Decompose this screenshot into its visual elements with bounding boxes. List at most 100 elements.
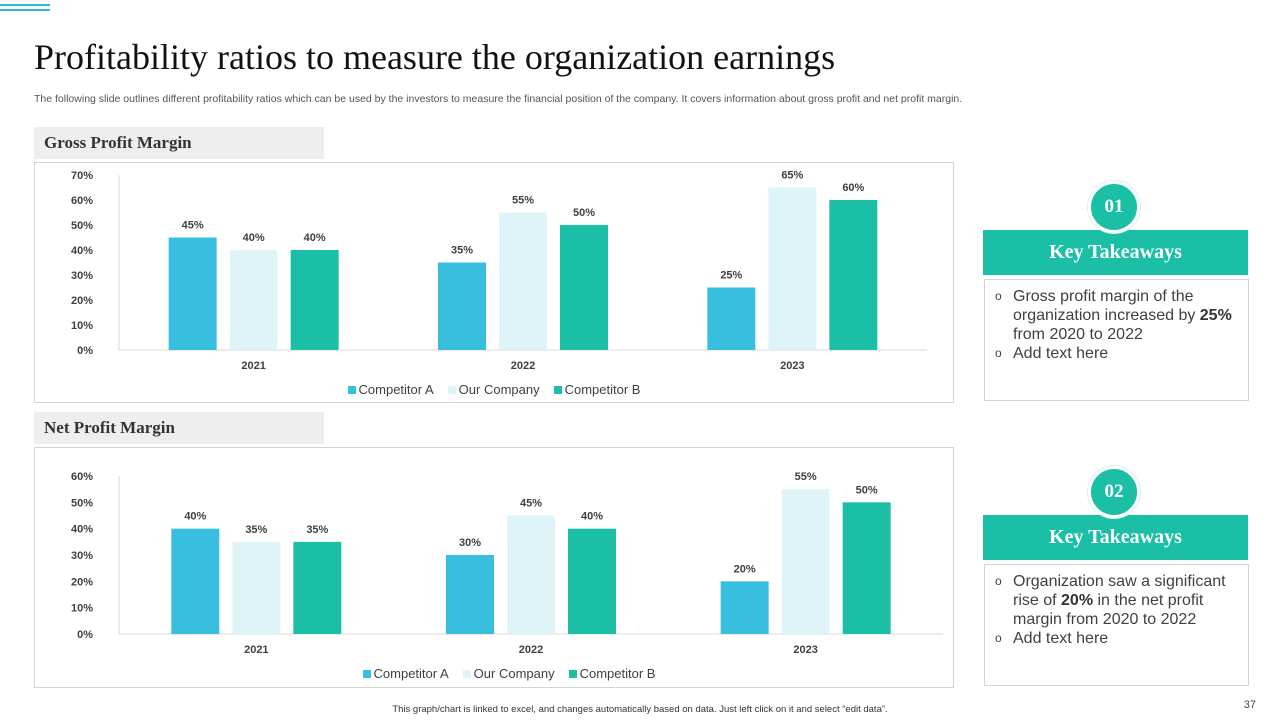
page-number: 37	[1243, 699, 1256, 711]
data-label: 60%	[842, 182, 864, 194]
bar-competitor-a	[446, 555, 494, 634]
takeaway-highlight: 25%	[1199, 307, 1232, 324]
legend-swatch-our-company	[462, 669, 471, 678]
data-label: 40%	[184, 511, 206, 523]
legend-swatch-competitor-b	[553, 385, 562, 394]
takeaway-placeholder-text[interactable]: Add text here	[1013, 345, 1109, 362]
key-takeaways-banner: Key Takeaways	[983, 515, 1248, 560]
page-subtitle: The following slide outlines different p…	[34, 93, 963, 105]
takeaway-bullet-item: o Organization saw a significant rise of…	[995, 572, 1234, 629]
net-profit-legend: Competitor A Our Company Competitor B	[50, 666, 968, 681]
legend-item-our-company: Our Company	[462, 666, 555, 681]
y-tick-label: 30%	[71, 270, 93, 282]
legend-label: Our Company	[458, 382, 540, 397]
decorative-top-lines	[0, 4, 50, 14]
data-label: 65%	[781, 170, 803, 182]
data-label: 45%	[182, 220, 204, 232]
data-label: 45%	[520, 498, 542, 510]
data-label: 40%	[304, 232, 326, 244]
takeaway-text-part: Gross profit margin of the organization …	[1013, 288, 1200, 324]
y-tick-label: 40%	[71, 524, 93, 536]
y-tick-label: 30%	[71, 550, 93, 562]
net-profit-chart[interactable]: 0% 10% 20% 30% 40% 50% 60% 40% 35% 35% 2021 30% 45% 4…	[34, 447, 954, 688]
data-label: 35%	[451, 245, 473, 257]
legend-item-competitor-b: Competitor B	[568, 666, 656, 681]
data-label: 40%	[243, 232, 265, 244]
takeaway-text-part: in the net profit margin from 2020 to 20…	[1013, 592, 1204, 628]
x-category-label: 2022	[519, 644, 543, 656]
bar-our-company	[781, 489, 830, 634]
x-category-label: 2021	[241, 360, 265, 372]
net-profit-chart-svg: 0% 10% 20% 30% 40% 50% 60% 40% 35% 35% 2021 30% 45% 4…	[71, 471, 943, 656]
gross-profit-chart-svg: 0% 10% 20% 30% 40% 50% 60% 70% 45% 40% 40% 2021 35% 5…	[71, 170, 927, 372]
bar-competitor-a	[168, 237, 217, 350]
takeaway-text-part: from 2020 to 2022	[1013, 326, 1143, 343]
data-label: 35%	[306, 524, 328, 536]
takeaway-bullet-item: o Gross profit margin of the organizatio…	[995, 287, 1234, 344]
legend-swatch-our-company	[447, 385, 456, 394]
y-tick-label: 50%	[71, 220, 93, 232]
takeaway-number-badge: 01	[1088, 181, 1140, 233]
legend-item-competitor-a: Competitor A	[362, 666, 449, 681]
page-title: Profitability ratios to measure the orga…	[34, 37, 836, 77]
legend-label: Competitor B	[579, 666, 656, 681]
data-label: 30%	[459, 537, 481, 549]
bar-competitor-a	[171, 528, 220, 634]
legend-label: Competitor A	[358, 382, 434, 397]
legend-item-our-company: Our Company	[447, 382, 540, 397]
takeaway-bullet-item: o Add text here	[995, 344, 1234, 363]
y-tick-label: 10%	[71, 320, 93, 332]
y-tick-label: 20%	[71, 295, 93, 307]
bullet-icon: o	[995, 346, 1002, 360]
bar-competitor-b	[829, 200, 878, 350]
x-category-label: 2023	[793, 644, 817, 656]
x-category-label: 2023	[780, 360, 804, 372]
key-takeaways-banner: Key Takeaways	[983, 230, 1248, 275]
gross-profit-chart[interactable]: 0% 10% 20% 30% 40% 50% 60% 70% 45% 40% 40% 2021 35% 5…	[34, 162, 954, 403]
data-label: 55%	[512, 195, 534, 207]
takeaway-text: Gross profit margin of the organization …	[1013, 287, 1234, 344]
y-tick-label: 70%	[71, 170, 93, 182]
bar-competitor-b	[560, 225, 608, 350]
bar-our-company	[229, 250, 278, 350]
legend-label: Competitor B	[564, 382, 641, 397]
takeaway-text-part: Organization saw a significant rise of	[1013, 573, 1226, 609]
legend-label: Competitor A	[373, 666, 449, 681]
legend-label: Our Company	[473, 666, 555, 681]
legend-item-competitor-b: Competitor B	[553, 382, 641, 397]
y-tick-label: 20%	[71, 576, 93, 588]
bar-our-company	[507, 515, 555, 634]
y-tick-label: 40%	[71, 245, 93, 257]
data-label: 50%	[856, 484, 878, 496]
y-tick-label: 60%	[71, 471, 93, 483]
data-label: 40%	[581, 511, 603, 523]
takeaway-number-badge: 02	[1088, 466, 1140, 518]
takeaway-bullet-item: o Add text here	[995, 629, 1234, 648]
takeaway-text: Organization saw a significant rise of 2…	[1013, 572, 1234, 629]
bar-competitor-a	[438, 262, 486, 350]
data-label: 35%	[245, 524, 267, 536]
footer-note: This graph/chart is linked to excel, and…	[392, 704, 888, 715]
bar-competitor-b	[568, 528, 616, 634]
bar-competitor-b	[290, 250, 339, 350]
bar-competitor-b	[293, 541, 342, 634]
takeaway-placeholder-text[interactable]: Add text here	[1013, 630, 1109, 647]
y-tick-label: 10%	[71, 603, 93, 615]
data-label: 20%	[734, 563, 756, 575]
data-label: 50%	[573, 207, 595, 219]
legend-item-competitor-a: Competitor A	[347, 382, 434, 397]
bar-our-company	[499, 212, 547, 350]
legend-swatch-competitor-a	[362, 669, 371, 678]
legend-swatch-competitor-a	[347, 385, 356, 394]
data-label: 25%	[720, 270, 742, 282]
key-takeaways-box: o Organization saw a significant rise of…	[984, 564, 1249, 686]
x-category-label: 2021	[244, 644, 268, 656]
bullet-icon: o	[995, 574, 1002, 588]
y-tick-label: 60%	[71, 195, 93, 207]
legend-swatch-competitor-b	[568, 669, 577, 678]
x-category-label: 2022	[511, 360, 535, 372]
y-tick-label: 0%	[77, 629, 93, 641]
y-tick-label: 50%	[71, 497, 93, 509]
bar-competitor-a	[707, 287, 756, 350]
bullet-icon: o	[995, 631, 1002, 645]
